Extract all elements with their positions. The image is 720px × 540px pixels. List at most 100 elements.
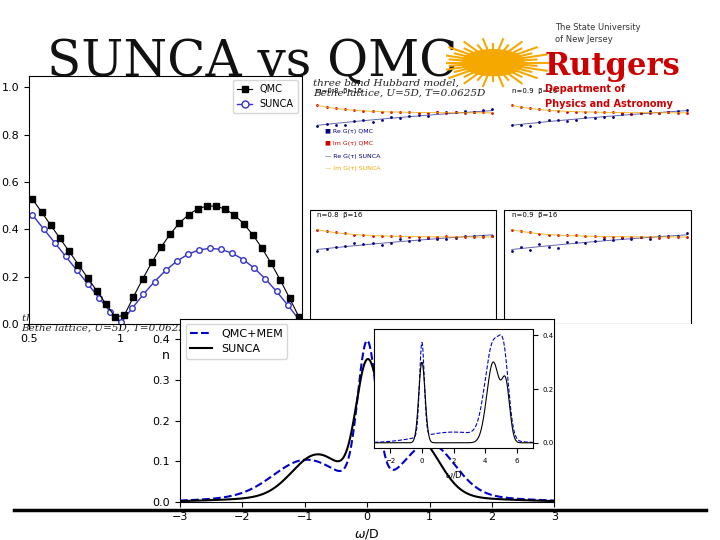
SUNCA [272, 288, 281, 295]
SUNCA [400, 440, 408, 447]
QMC [166, 231, 174, 237]
X-axis label: n: n [162, 349, 169, 362]
Text: — Re G(τ) SUNCA: — Re G(τ) SUNCA [325, 153, 381, 159]
Line: SUNCA: SUNCA [30, 212, 302, 325]
QMC+MEM [354, 392, 362, 399]
Legend: QMC, SUNCA: QMC, SUNCA [233, 80, 297, 113]
QMC [267, 260, 276, 267]
SUNCA [206, 245, 215, 252]
SUNCA [354, 392, 362, 399]
SUNCA [161, 267, 170, 274]
SUNCA [84, 281, 92, 287]
QMC+MEM [362, 338, 371, 344]
SUNCA [217, 246, 225, 253]
Text: Physics and Astronomy: Physics and Astronomy [545, 99, 672, 109]
Bar [504, 334, 690, 448]
QMC [194, 206, 202, 212]
QMC+MEM [542, 497, 551, 503]
Legend: QMC+MEM, SUNCA: QMC+MEM, SUNCA [186, 324, 287, 359]
SUNCA [117, 319, 125, 326]
QMC [202, 203, 211, 210]
SUNCA [379, 409, 387, 416]
SUNCA [542, 498, 551, 504]
QMC [230, 212, 239, 218]
SUNCA [128, 305, 137, 311]
Text: Department of: Department of [545, 84, 625, 93]
Text: n=0.9  β=16: n=0.9 β=16 [512, 88, 557, 94]
Text: three band Hubbard model,
Bethe lattice, U=5D, T=0.0625D: three band Hubbard model, Bethe lattice,… [22, 313, 194, 333]
SUNCA [106, 308, 114, 315]
SUNCA [356, 379, 364, 386]
QMC [120, 312, 129, 319]
SUNCA [184, 251, 192, 258]
Text: n=0.9  β=16: n=0.9 β=16 [512, 212, 557, 218]
SUNCA [550, 498, 559, 504]
Text: Rutgers: Rutgers [545, 51, 680, 83]
QMC [212, 203, 220, 210]
Bar [504, 210, 690, 324]
Text: ■ Re G(τ) QMC: ■ Re G(τ) QMC [325, 129, 373, 134]
Line: SUNCA: SUNCA [180, 359, 554, 501]
Bar [310, 210, 496, 324]
QMC [148, 259, 156, 266]
QMC [37, 209, 46, 215]
SUNCA [176, 498, 184, 504]
QMC+MEM [379, 444, 387, 451]
SUNCA [284, 302, 292, 308]
Text: three band Hubbard model,
Bethe lattice, U=5D, T=0.0625D: three band Hubbard model, Bethe lattice,… [313, 78, 485, 98]
SUNCA [239, 256, 248, 263]
QMC [239, 220, 248, 227]
SUNCA [139, 291, 148, 298]
Bar [310, 334, 496, 448]
Circle shape [462, 50, 524, 76]
Text: n=0.8  β=15: n=0.8 β=15 [318, 88, 363, 94]
QMC+MEM [356, 372, 364, 379]
SUNCA [261, 276, 270, 282]
QMC+MEM [400, 459, 408, 465]
QMC [55, 235, 64, 241]
SUNCA [39, 226, 48, 232]
Text: two band Hubbard model, Bethe lattice, U=4D: two band Hubbard model, Bethe lattice, U… [40, 78, 286, 87]
Text: of New Jersey: of New Jersey [555, 36, 613, 44]
Line: QMC+MEM: QMC+MEM [180, 341, 554, 501]
SUNCA [172, 258, 181, 265]
QMC [294, 313, 303, 320]
SUNCA [194, 247, 203, 253]
QMC [47, 222, 55, 228]
QMC [157, 244, 166, 251]
Line: QMC: QMC [30, 197, 302, 320]
X-axis label: $\omega$/D: $\omega$/D [354, 528, 380, 540]
QMC [129, 294, 138, 300]
QMC+MEM [176, 497, 184, 504]
QMC [102, 301, 110, 307]
QMC [276, 277, 284, 284]
QMC [285, 295, 294, 301]
QMC [74, 261, 83, 268]
SUNCA [294, 316, 303, 322]
Text: n=0.8  β=16: n=0.8 β=16 [318, 212, 363, 218]
SUNCA [364, 356, 372, 362]
SUNCA [150, 279, 159, 285]
SUNCA [483, 495, 492, 502]
SUNCA [50, 239, 59, 246]
SUNCA [228, 250, 236, 256]
QMC+MEM [483, 490, 492, 497]
SUNCA [95, 295, 104, 301]
QMC [258, 245, 266, 252]
QMC [65, 248, 73, 255]
SUNCA [250, 265, 258, 272]
QMC [221, 206, 230, 212]
QMC [138, 276, 147, 282]
QMC [184, 211, 193, 218]
SUNCA [28, 212, 37, 218]
Text: SUNCA vs QMC: SUNCA vs QMC [47, 38, 457, 87]
Text: — Im G(τ) SUNCA: — Im G(τ) SUNCA [325, 166, 381, 171]
QMC [111, 314, 120, 320]
QMC [92, 288, 101, 294]
SUNCA [73, 267, 81, 273]
Text: ■ Im G(τ) QMC: ■ Im G(τ) QMC [325, 141, 373, 146]
QMC [175, 220, 184, 226]
QMC+MEM [550, 497, 559, 504]
SUNCA [61, 253, 70, 260]
QMC [84, 274, 92, 281]
